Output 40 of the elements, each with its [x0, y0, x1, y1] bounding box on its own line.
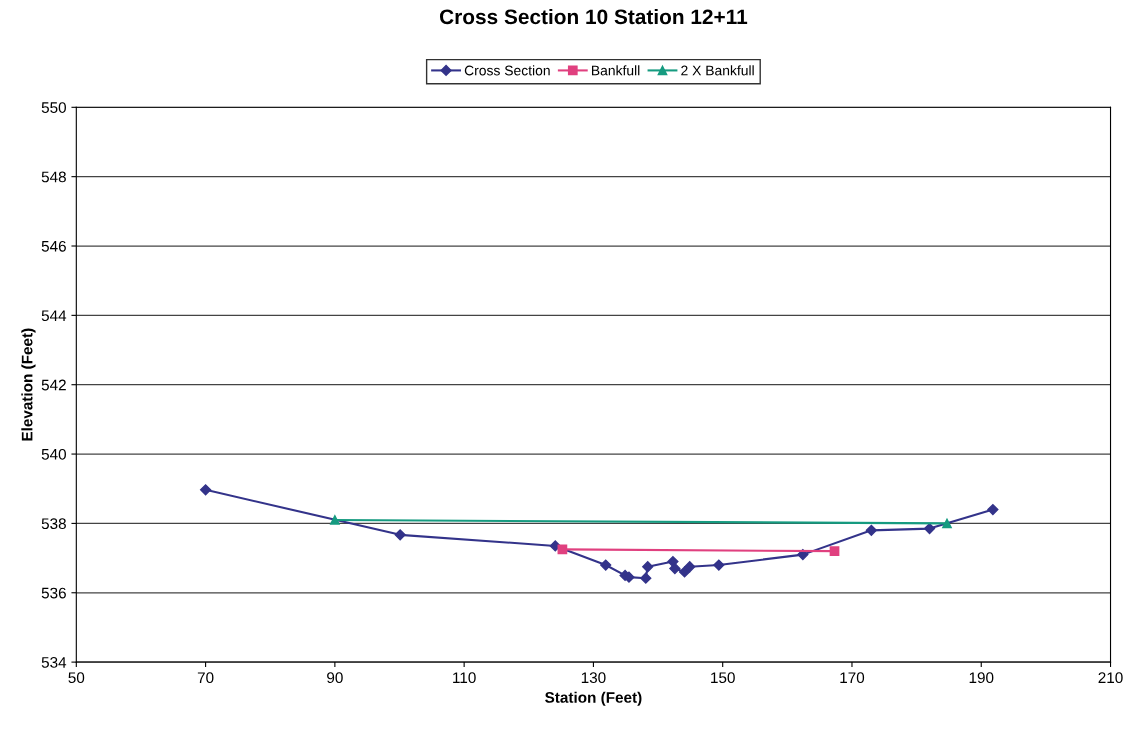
- point: [549, 540, 561, 552]
- point: [640, 572, 652, 584]
- point: [865, 524, 877, 536]
- y-tick-label: 546: [41, 240, 66, 252]
- x-tick-label: 130: [581, 672, 606, 684]
- y-tick-label: 538: [41, 518, 66, 530]
- y-tick-label: 540: [41, 448, 66, 460]
- y-tick-label: 534: [41, 656, 67, 668]
- y-tick-label: 544: [41, 310, 67, 322]
- point: [600, 559, 612, 571]
- point: [678, 566, 691, 578]
- point: [923, 523, 936, 535]
- point: [199, 484, 212, 496]
- x-axis-title: Station (Feet): [545, 691, 642, 706]
- x-tick-label: 210: [1098, 672, 1123, 684]
- y-tick-label: 550: [41, 102, 66, 113]
- point: [797, 549, 809, 561]
- y-tick-label: 542: [41, 379, 66, 391]
- x-tick-label: 90: [327, 672, 343, 684]
- y-axis-title: Elevation (Feet): [21, 328, 36, 441]
- x-tick-label: 70: [197, 672, 214, 684]
- legend-label: Bankfull: [591, 65, 640, 76]
- legend-label: 2 X Bankfull: [681, 65, 754, 76]
- point: [684, 561, 696, 573]
- point: [829, 546, 840, 557]
- x-tick-label: 50: [68, 672, 85, 684]
- legend-label: Cross Section: [464, 65, 550, 76]
- y-tick-label: 536: [41, 587, 66, 599]
- x-tick-label: 150: [711, 672, 735, 684]
- chart-title: Cross Section 10 Station 12+11: [439, 8, 748, 25]
- x-tick-label: 170: [840, 672, 865, 684]
- point: [942, 518, 952, 529]
- point: [713, 559, 725, 571]
- x-tick-label: 110: [453, 672, 476, 684]
- y-tick-label: 548: [41, 171, 66, 183]
- point: [987, 503, 999, 516]
- point: [330, 515, 340, 525]
- point: [642, 561, 654, 573]
- x-tick-label: 190: [969, 672, 994, 684]
- point: [394, 529, 406, 541]
